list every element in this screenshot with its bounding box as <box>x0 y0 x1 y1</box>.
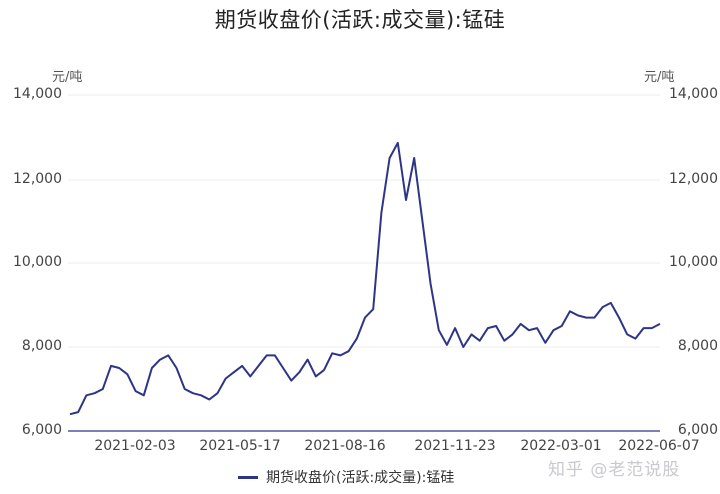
x-tick: 2021-08-16 <box>304 438 386 454</box>
y-tick-left: 8,000 <box>21 338 62 354</box>
y-tick-right: 10,000 <box>669 254 718 270</box>
legend[interactable]: 期货收盘价(活跃:成交量):锰硅 <box>238 467 454 487</box>
gridlines <box>68 94 660 348</box>
y-tick-right: 14,000 <box>669 86 718 102</box>
y-tick-right: 8,000 <box>677 338 718 354</box>
y-tick-left: 10,000 <box>13 254 62 270</box>
chart-title: 期货收盘价(活跃:成交量):锰硅 <box>214 8 506 32</box>
y-tick-left: 14,000 <box>13 86 62 102</box>
x-tick: 2022-03-01 <box>520 438 602 454</box>
y-tick-left: 6,000 <box>21 422 62 438</box>
series-line <box>69 141 661 416</box>
y-tick-right: 12,000 <box>669 171 718 187</box>
y-tick-left: 12,000 <box>13 171 62 187</box>
left-axis-unit: 元/吨 <box>52 70 83 85</box>
watermark: 知乎 @老范说股 <box>548 460 681 480</box>
legend-label: 期货收盘价(活跃:成交量):锰硅 <box>266 470 455 486</box>
x-tick: 2022-06-07 <box>618 438 700 454</box>
right-axis-unit: 元/吨 <box>644 70 675 85</box>
x-tick: 2021-02-03 <box>94 438 176 454</box>
legend-line-icon <box>238 475 258 479</box>
y-tick-right: 6,000 <box>677 422 718 438</box>
x-tick: 2021-05-17 <box>199 438 281 454</box>
x-tick: 2021-11-23 <box>414 438 496 454</box>
